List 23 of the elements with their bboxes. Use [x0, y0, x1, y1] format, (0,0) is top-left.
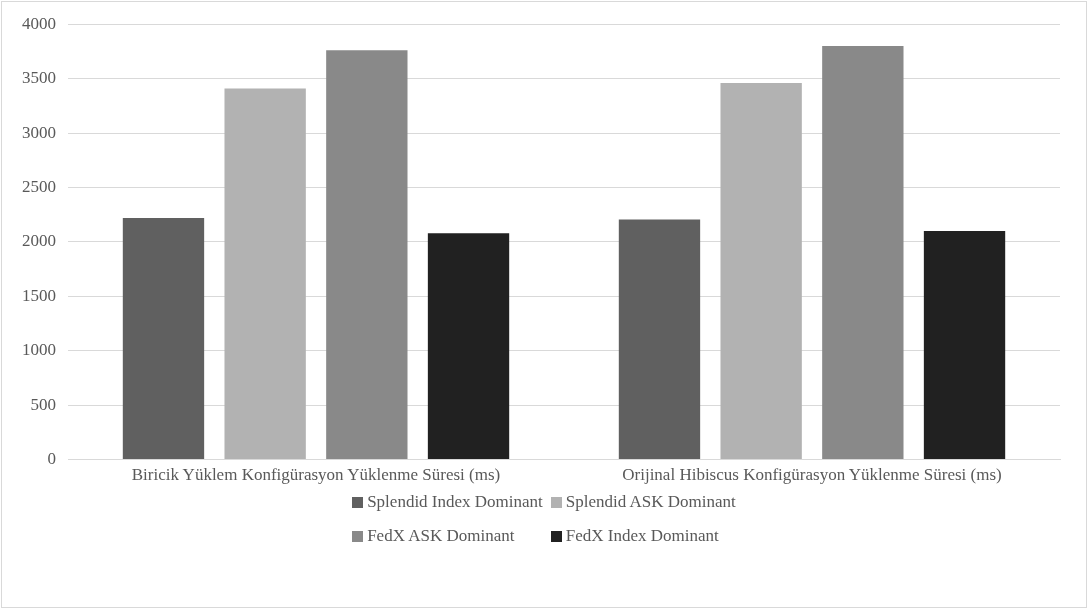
bar — [822, 45, 904, 460]
y-tick-label: 500 — [30, 394, 56, 414]
bar — [618, 219, 701, 460]
y-tick-label: 0 — [47, 449, 56, 469]
bar — [224, 88, 306, 460]
bar — [326, 50, 408, 460]
legend-label: Splendid Index Dominant — [367, 492, 543, 512]
y-tick-label: 2500 — [22, 176, 56, 196]
bar — [720, 82, 802, 460]
y-tick-label: 4000 — [22, 13, 56, 33]
y-tick-label: 1500 — [22, 285, 56, 305]
bar — [427, 233, 510, 460]
bar — [122, 217, 205, 460]
y-tick-label: 3000 — [22, 122, 56, 142]
legend-label: FedX Index Dominant — [565, 526, 719, 546]
x-tick-label: Biricik Yüklem Konfigürasyon Yüklenme Süresi (ms) — [131, 465, 501, 485]
y-tick-label: 1000 — [22, 340, 56, 360]
y-tick-label: 2000 — [22, 231, 56, 251]
legend-label: FedX ASK Dominant — [367, 526, 515, 546]
y-tick-label: 3500 — [22, 68, 56, 88]
bar — [923, 231, 1006, 460]
legend-label: Splendid ASK Dominant — [565, 492, 736, 512]
x-tick-label: Orijinal Hibiscus Konfigürasyon Yüklenme Süresi (ms) — [622, 465, 1002, 485]
